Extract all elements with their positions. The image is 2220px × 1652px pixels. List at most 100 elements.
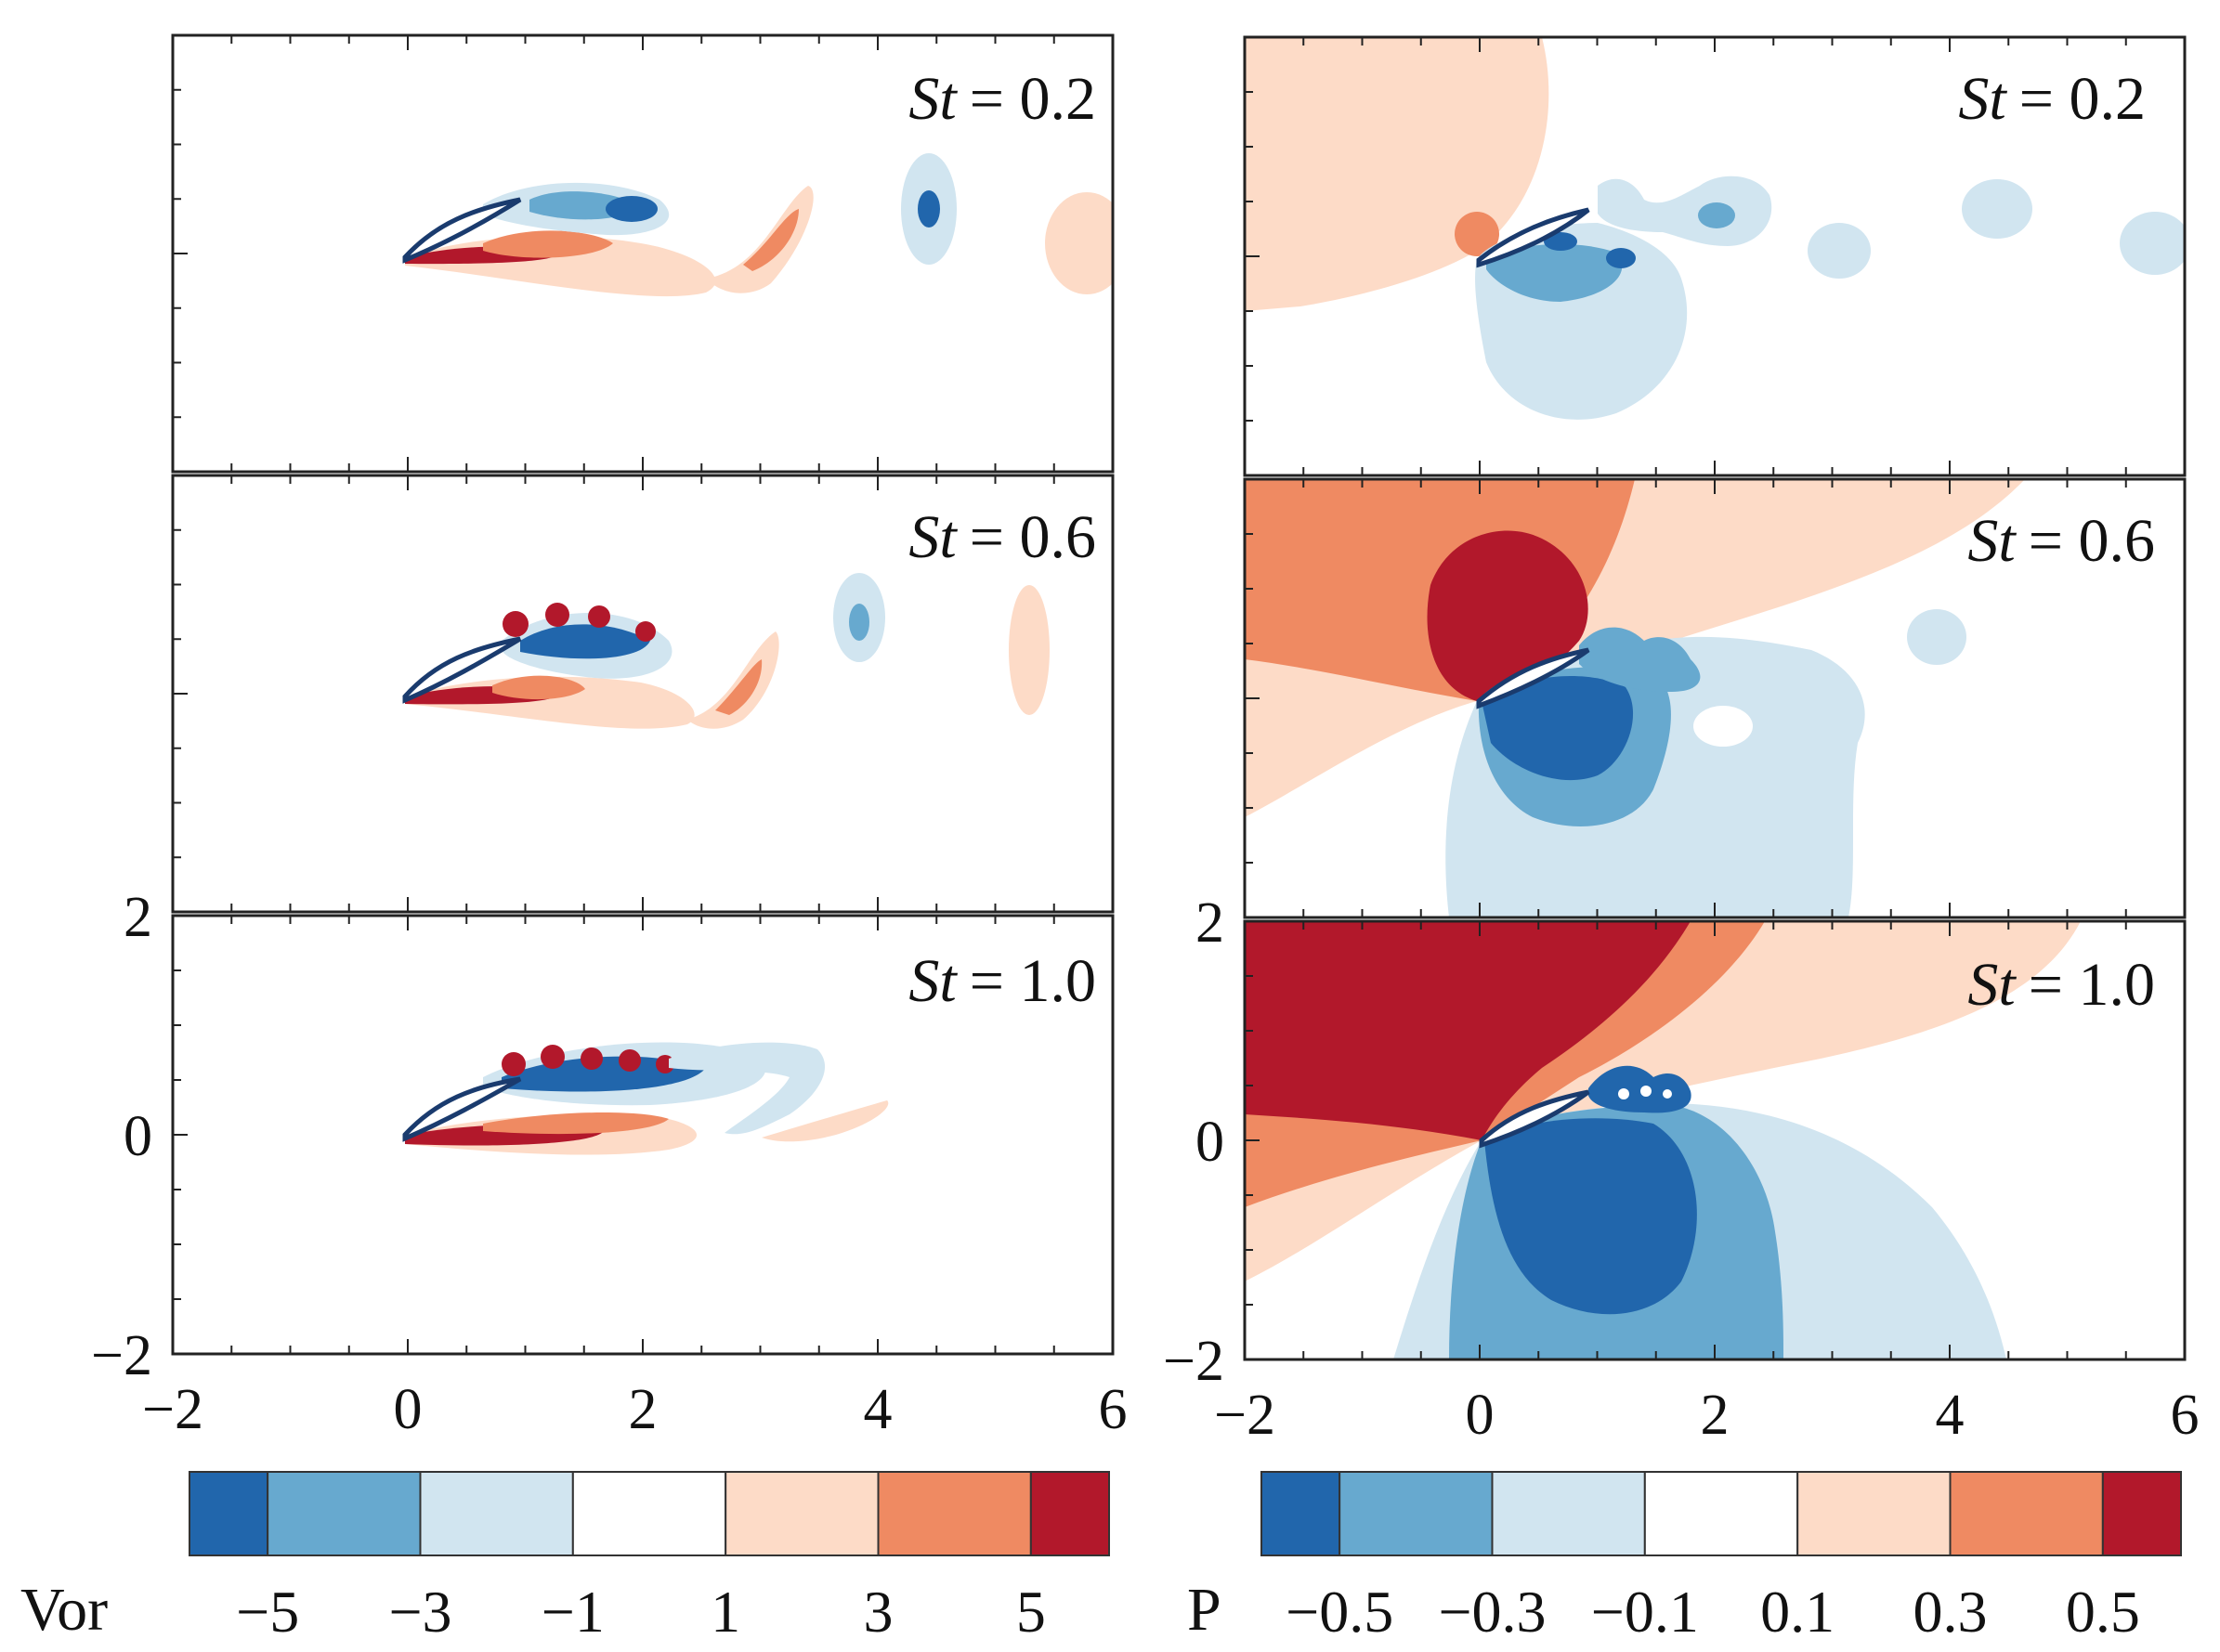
p-contour-pos-lead bbox=[1455, 212, 1499, 256]
vor-panel-label-0: St = 0.2 bbox=[908, 65, 1096, 133]
colorbar-cell bbox=[189, 1471, 269, 1556]
vor-wake-pos-1-core bbox=[715, 659, 763, 715]
axes-layer: −2 0 2 4 620−2−2 0 2 4 620−2 bbox=[91, 33, 2200, 1447]
vor-vortex-pos-2 bbox=[545, 603, 569, 627]
p-contour-neg-core-3 bbox=[1698, 202, 1735, 228]
x-tick-label: −2 bbox=[1214, 1384, 1275, 1447]
vor-wake-streak bbox=[669, 1042, 826, 1135]
x-tick-label: 2 bbox=[629, 1378, 658, 1441]
p-colorbar: −0.5 −0.3 −0.1 0.1 0.3 0.5 bbox=[1260, 1471, 2183, 1645]
vor-wake-pos-3 bbox=[1045, 192, 1113, 294]
colorbar-cell bbox=[571, 1471, 727, 1556]
y-tick-label: 2 bbox=[1195, 891, 1224, 955]
vor-wake-pos-1 bbox=[687, 631, 779, 729]
p-wake-neg-1 bbox=[1808, 223, 1871, 279]
p-bump-white-2 bbox=[1640, 1086, 1652, 1097]
vor-wake-neg-2-core bbox=[918, 190, 940, 228]
vor-vortex-pos-3 bbox=[588, 605, 610, 628]
p-bump-white-1 bbox=[1618, 1088, 1629, 1099]
p-contour-pos-core bbox=[1245, 921, 1691, 1140]
colorbar-level-label: −0.1 bbox=[1591, 1579, 1699, 1645]
p-wake-neg-3 bbox=[2120, 212, 2185, 275]
x-tick-label: 6 bbox=[2171, 1384, 2200, 1447]
p-colorbar-title: P bbox=[1187, 1576, 1221, 1644]
colorbar-level-label: −0.5 bbox=[1286, 1579, 1393, 1645]
p-panel-st-0-2 bbox=[1245, 37, 2185, 475]
x-tick-label: −2 bbox=[142, 1378, 203, 1441]
colorbar-level-label: 1 bbox=[711, 1579, 740, 1645]
vor-wake-pos-1-core bbox=[743, 209, 799, 271]
colorbar-level-label: 5 bbox=[1016, 1579, 1046, 1645]
colorbar-cell bbox=[419, 1471, 574, 1556]
vor-vortex-pos-3 bbox=[581, 1047, 603, 1070]
y-tick-label: −2 bbox=[1163, 1330, 1224, 1393]
vor-colorbar-title: Vor bbox=[20, 1576, 108, 1644]
p-panel-st-0-6 bbox=[1245, 479, 2185, 917]
y-tick-label: 0 bbox=[124, 1105, 152, 1168]
x-tick-label: 0 bbox=[1466, 1384, 1495, 1447]
p-bump-white-3 bbox=[1663, 1089, 1672, 1099]
x-tick-label: 4 bbox=[864, 1378, 893, 1441]
p-contour-white-hole bbox=[1693, 706, 1753, 747]
vor-vortex-pos-1 bbox=[502, 1052, 526, 1076]
colorbar-level-label: 0.5 bbox=[2066, 1579, 2140, 1645]
p-bumps-neg bbox=[1579, 627, 1701, 692]
colorbar-cell bbox=[1643, 1471, 1799, 1556]
y-tick-label: 0 bbox=[1195, 1111, 1224, 1174]
colorbar-cell bbox=[2101, 1471, 2183, 1556]
colorbar-cell bbox=[1029, 1471, 1110, 1556]
vor-colorbar: −5 −3 −1 1 3 5 bbox=[189, 1471, 1110, 1645]
colorbar-level-label: 3 bbox=[864, 1579, 894, 1645]
vor-wake-streak-pos bbox=[762, 1100, 889, 1142]
airfoil bbox=[1476, 647, 1590, 709]
vor-contour-neg-mid bbox=[520, 624, 650, 659]
colorbar-level-label: 0.1 bbox=[1760, 1579, 1835, 1645]
colorbar-level-label: −1 bbox=[542, 1579, 605, 1645]
vor-contour-pos-mid bbox=[492, 675, 585, 700]
colorbar-level-label: 0.3 bbox=[1913, 1579, 1988, 1645]
p-bumps-neg bbox=[1588, 1065, 1691, 1113]
airfoil bbox=[402, 1076, 522, 1142]
colorbar-cell bbox=[1491, 1471, 1646, 1556]
p-contour-neg-core-1 bbox=[1544, 232, 1577, 251]
p-contour-neg-bumps bbox=[1598, 176, 1772, 246]
p-wake-neg-2 bbox=[1962, 179, 2032, 239]
colorbar-cell bbox=[1260, 1471, 1341, 1556]
x-tick-label: 6 bbox=[1099, 1378, 1128, 1441]
colorbar-cell bbox=[877, 1471, 1032, 1556]
p-contour-neg-core bbox=[1482, 676, 1634, 781]
colorbar-cell bbox=[1796, 1471, 1952, 1556]
y-tick-label: −2 bbox=[91, 1324, 152, 1387]
colorbar-cell bbox=[267, 1471, 422, 1556]
vor-contour-pos-mid bbox=[483, 1112, 669, 1135]
vor-wake-neg-2-core bbox=[849, 604, 869, 641]
p-panel-label-1: St = 0.6 bbox=[1967, 507, 2155, 575]
p-contour-neg-core-2 bbox=[1606, 248, 1636, 268]
p-panel-label-2: St = 1.0 bbox=[1967, 951, 2155, 1019]
colorbar-cell bbox=[725, 1471, 880, 1556]
y-tick-label: 2 bbox=[124, 886, 152, 949]
x-tick-label: 0 bbox=[394, 1378, 423, 1441]
vor-vortex-pos-1 bbox=[503, 611, 529, 637]
vor-panel-label-1: St = 0.6 bbox=[908, 503, 1096, 571]
x-tick-label: 2 bbox=[1701, 1384, 1730, 1447]
vor-vortex-pos-4 bbox=[635, 621, 656, 642]
airfoil bbox=[1479, 1089, 1590, 1149]
colorbar-cell bbox=[1949, 1471, 2104, 1556]
colorbar-cell bbox=[1339, 1471, 1494, 1556]
p-wake-neg-1 bbox=[1907, 609, 1966, 665]
vor-vortex-pos-4 bbox=[619, 1049, 641, 1072]
vor-panel-st-0-2 bbox=[173, 35, 1113, 472]
vor-panel-st-0-6 bbox=[173, 475, 1113, 912]
airfoil bbox=[402, 636, 522, 704]
colorbar-level-label: −0.3 bbox=[1438, 1579, 1546, 1645]
vor-wake-pos-3 bbox=[1009, 585, 1050, 715]
colorbar-level-label: −3 bbox=[388, 1579, 451, 1645]
vor-wake-pos-1 bbox=[706, 186, 814, 293]
p-contour-neg-mid bbox=[1486, 243, 1623, 302]
p-panel-st-1-0 bbox=[1245, 921, 2185, 1359]
vor-contour-pos-mid bbox=[483, 230, 613, 258]
airfoil bbox=[402, 197, 522, 264]
x-tick-label: 4 bbox=[1936, 1384, 1965, 1447]
